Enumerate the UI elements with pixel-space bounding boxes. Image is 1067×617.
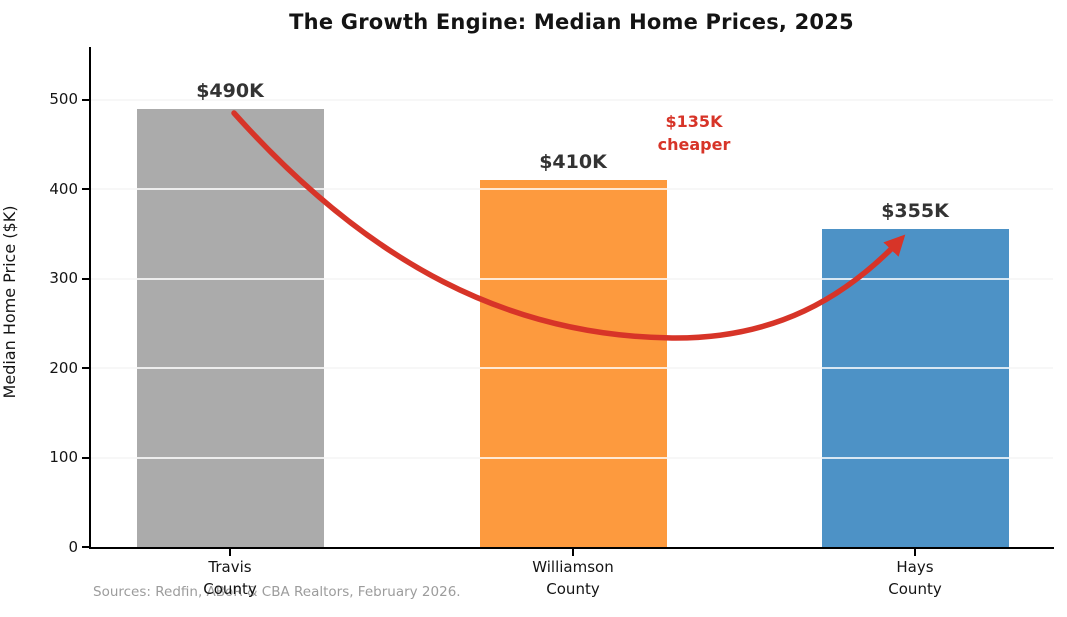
x-tick-label-line: Hays	[896, 558, 934, 576]
annotation-line1: $135K	[665, 112, 723, 131]
y-axis-spine	[89, 47, 91, 548]
y-tick-mark-0	[82, 546, 89, 548]
y-tick-mark-400	[82, 188, 89, 191]
x-tick-mark-hays-county	[914, 549, 916, 556]
y-tick-label-200: 200	[49, 358, 78, 377]
x-tick-label-line: Travis	[208, 558, 252, 576]
gridline-front-200	[91, 367, 1053, 370]
y-tick-mark-200	[82, 367, 89, 370]
y-tick-label-300: 300	[49, 269, 78, 288]
price-difference-annotation: $135K cheaper	[614, 110, 774, 156]
x-tick-label-hays-county: Hays County	[835, 556, 995, 600]
y-tick-mark-100	[82, 456, 89, 459]
y-tick-mark-500	[82, 98, 89, 101]
annotation-line2: cheaper	[657, 135, 731, 154]
chart-title: The Growth Engine: Median Home Prices, 2…	[289, 10, 854, 34]
y-tick-label-500: 500	[49, 90, 78, 109]
gridline-front-500	[91, 98, 1053, 101]
bar-travis-county	[136, 108, 324, 547]
gridline-front-400	[91, 188, 1053, 191]
x-tick-label-line: County	[888, 580, 942, 598]
x-tick-label-line: County	[546, 580, 600, 598]
source-note: Sources: Redfin, ABoR & CBA Realtors, Fe…	[93, 584, 461, 600]
bar-value-label-hays-county: $355K	[881, 200, 949, 223]
x-tick-label-line: Williamson	[532, 558, 614, 576]
bar-value-label-travis-county: $490K	[196, 79, 264, 102]
x-tick-label-williamson-county: Williamson County	[493, 556, 653, 600]
x-tick-mark-travis-county	[229, 549, 231, 556]
x-axis-spine	[89, 547, 1054, 549]
y-tick-label-400: 400	[49, 179, 78, 198]
y-tick-mark-300	[82, 277, 89, 280]
x-tick-label-travis-county: Travis County	[150, 556, 310, 600]
x-tick-label-line: County	[203, 580, 257, 598]
y-tick-label-100: 100	[49, 448, 78, 467]
y-tick-label-0: 0	[68, 537, 78, 556]
bar-williamson-county	[479, 180, 667, 547]
gridline-front-300	[91, 277, 1053, 280]
gridline-front-100	[91, 456, 1053, 459]
x-tick-mark-williamson-county	[572, 549, 574, 556]
